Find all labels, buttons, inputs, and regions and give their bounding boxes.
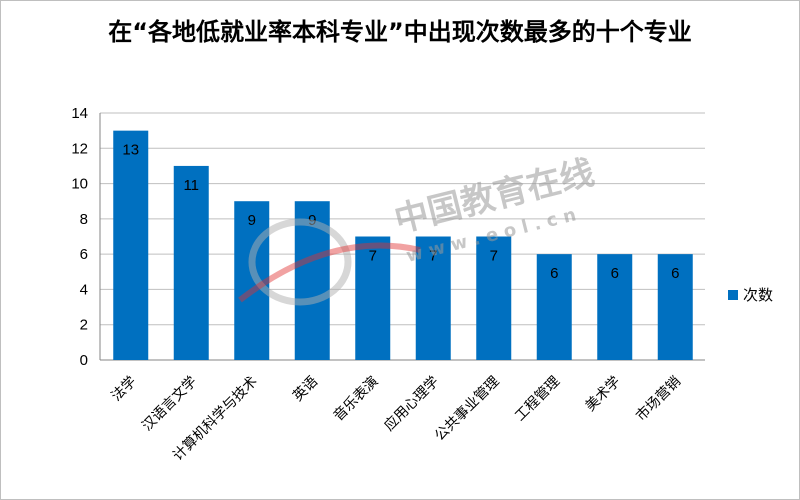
x-category-label-9: 市场营销: [632, 373, 684, 425]
y-tick-label: 0: [80, 352, 88, 369]
data-label-1: 11: [183, 177, 199, 194]
data-label-9: 6: [671, 265, 679, 282]
bar-6: [476, 236, 512, 360]
data-label-4: 7: [369, 248, 377, 265]
y-tick-label: 8: [80, 211, 88, 228]
bar-2: [234, 201, 270, 360]
data-label-0: 13: [122, 142, 139, 159]
bar-1: [173, 165, 209, 360]
data-label-6: 7: [490, 248, 498, 265]
bar-4: [355, 236, 391, 360]
x-category-label-7: 工程管理: [512, 374, 563, 425]
y-tick-label: 10: [71, 176, 88, 193]
data-label-8: 6: [611, 265, 619, 282]
bar-7: [536, 254, 572, 360]
bar-0: [113, 130, 149, 360]
legend-swatch-ci-shu: [728, 290, 738, 300]
y-tick-label: 14: [71, 105, 88, 122]
chart-title: 在“各地低就业率本科专业”中出现次数最多的十个专业: [108, 18, 692, 46]
watermark-logo-swoosh: [238, 242, 421, 303]
bar-5: [415, 236, 451, 360]
data-label-5: 7: [429, 248, 437, 265]
y-tick-label: 2: [80, 317, 88, 334]
bar-9: [657, 254, 693, 360]
data-label-2: 9: [248, 212, 256, 229]
legend-label-ci-shu: 次数: [743, 286, 773, 304]
bars: [113, 130, 693, 360]
y-tick-label: 4: [80, 281, 88, 298]
x-category-label-8: 美术学: [583, 374, 624, 415]
y-tick-label: 6: [80, 246, 88, 263]
data-label-7: 6: [550, 265, 558, 282]
watermark-logo-ring: [248, 218, 352, 306]
legend: 次数: [728, 286, 773, 304]
x-category-label-1: 汉语言文学: [139, 374, 200, 435]
x-category-label-3: 英语: [289, 373, 321, 405]
x-category-label-6: 公共事业管理: [432, 374, 503, 445]
x-category-label-5: 应用心理学: [381, 373, 443, 435]
x-category-label-4: 音乐表演: [330, 373, 382, 425]
y-axis-ticks: 0 2 4 6 8 10 12 14: [71, 105, 88, 369]
x-axis-categories: 法学 汉语言文学计算机科学与技术 英语 音乐表演 应用心理学公共事业管理 工程管理 美术学市…: [108, 373, 684, 464]
bar-8: [597, 254, 633, 360]
y-tick-label: 12: [71, 140, 88, 157]
x-category-label-0: 法学: [108, 374, 139, 405]
